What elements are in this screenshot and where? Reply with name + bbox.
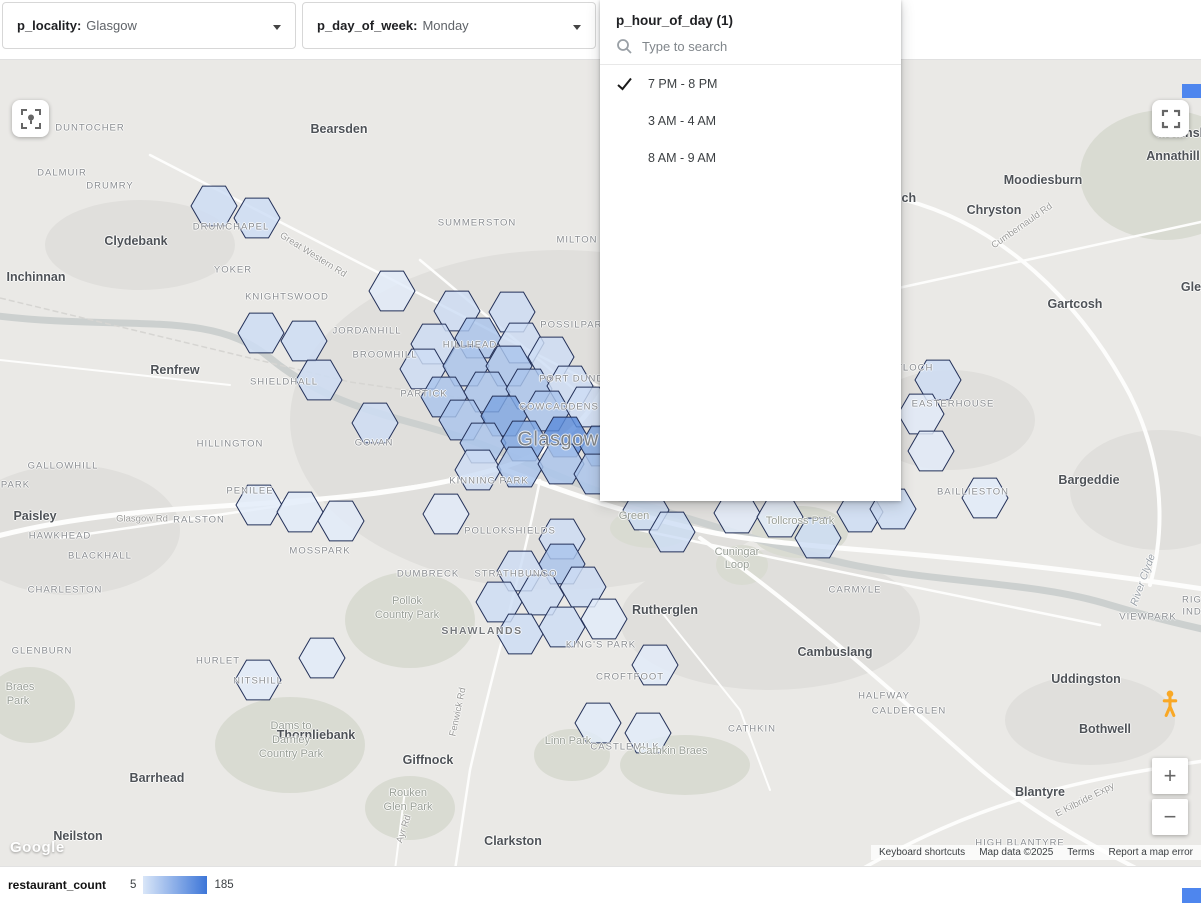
hex-bin[interactable] [298, 637, 346, 679]
hex-bin[interactable] [794, 517, 842, 559]
terms-link[interactable]: Terms [1067, 847, 1095, 858]
check-icon [616, 76, 638, 92]
map-attribution: Keyboard shortcuts Map data ©2025 Terms … [871, 845, 1201, 860]
hex-bin[interactable] [496, 446, 544, 488]
hex-bin[interactable] [914, 359, 962, 401]
hex-bin[interactable] [234, 659, 282, 701]
filter-locality[interactable]: p_locality: Glasgow [2, 2, 296, 49]
hex-bin[interactable] [351, 402, 399, 444]
hex-bin[interactable] [235, 484, 283, 526]
hex-bin[interactable] [190, 185, 238, 227]
hex-bin[interactable] [280, 320, 328, 362]
locate-button[interactable] [12, 100, 49, 137]
filter-day-of-week[interactable]: p_day_of_week: Monday [302, 2, 596, 49]
hour-of-day-dropdown-panel: p_hour_of_day (1) 7 PM - 8 PM 3 AM - 4 AM… [600, 0, 901, 501]
hex-bin[interactable] [631, 644, 679, 686]
zoom-out-button[interactable]: − [1152, 799, 1188, 835]
dropdown-option-label: 3 AM - 4 AM [648, 113, 717, 128]
filter-locality-value: Glasgow [86, 18, 137, 33]
dropdown-title: p_hour_of_day (1) [616, 13, 734, 28]
pegman-icon [1162, 690, 1178, 717]
chevron-down-icon [573, 25, 581, 30]
hex-bin[interactable] [422, 493, 470, 535]
scrollbar-arrow-down[interactable] [1182, 888, 1201, 903]
hex-bin[interactable] [624, 712, 672, 754]
report-error-link[interactable]: Report a map error [1108, 847, 1193, 858]
scrollbar-arrow-up[interactable] [1182, 84, 1201, 98]
hex-bin[interactable] [496, 613, 544, 655]
legend-min-value: 5 [130, 879, 137, 891]
chevron-down-icon [273, 25, 281, 30]
pegman-control[interactable] [1158, 690, 1182, 718]
zoom-in-button[interactable]: + [1152, 758, 1188, 794]
hex-bin[interactable] [756, 496, 804, 538]
hex-bin[interactable] [454, 449, 502, 491]
filter-locality-label: p_locality: [17, 18, 82, 33]
hex-bin[interactable] [648, 511, 696, 553]
hex-bin[interactable] [237, 312, 285, 354]
dropdown-option-label: 7 PM - 8 PM [648, 76, 718, 91]
map-data-copyright: Map data ©2025 [979, 847, 1054, 858]
hex-bin[interactable] [276, 491, 324, 533]
locate-icon [20, 108, 41, 129]
fullscreen-button[interactable] [1152, 100, 1189, 137]
hex-bin[interactable] [574, 702, 622, 744]
filter-day-label: p_day_of_week: [317, 18, 418, 33]
search-icon [617, 39, 632, 54]
hex-bin[interactable] [368, 270, 416, 312]
hex-bin[interactable] [538, 606, 586, 648]
legend-gradient [143, 876, 208, 894]
keyboard-shortcuts-link[interactable]: Keyboard shortcuts [879, 847, 966, 858]
hex-bin[interactable] [233, 197, 281, 239]
dropdown-option[interactable]: 7 PM - 8 PM [600, 65, 901, 102]
google-logo[interactable]: Google [10, 839, 65, 856]
legend-max-value: 185 [214, 879, 234, 891]
hex-bin[interactable] [907, 430, 955, 472]
dropdown-option-label: 8 AM - 9 AM [648, 150, 717, 165]
legend-bar: restaurant_count 5 185 [0, 866, 1201, 903]
dropdown-search [600, 38, 901, 65]
hex-bin[interactable] [317, 500, 365, 542]
legend-field-name: restaurant_count [8, 878, 107, 892]
hex-bin[interactable] [537, 443, 585, 485]
dropdown-option[interactable]: 3 AM - 4 AM [600, 102, 901, 139]
hex-bin[interactable] [295, 359, 343, 401]
fullscreen-icon [1161, 109, 1180, 128]
hex-bin[interactable] [961, 477, 1009, 519]
dropdown-option[interactable]: 8 AM - 9 AM [600, 139, 901, 176]
dropdown-options: 7 PM - 8 PM 3 AM - 4 AM 8 AM - 9 AM [600, 65, 901, 176]
filter-day-value: Monday [422, 18, 469, 33]
hex-bin[interactable] [580, 598, 628, 640]
search-input[interactable] [642, 38, 885, 54]
